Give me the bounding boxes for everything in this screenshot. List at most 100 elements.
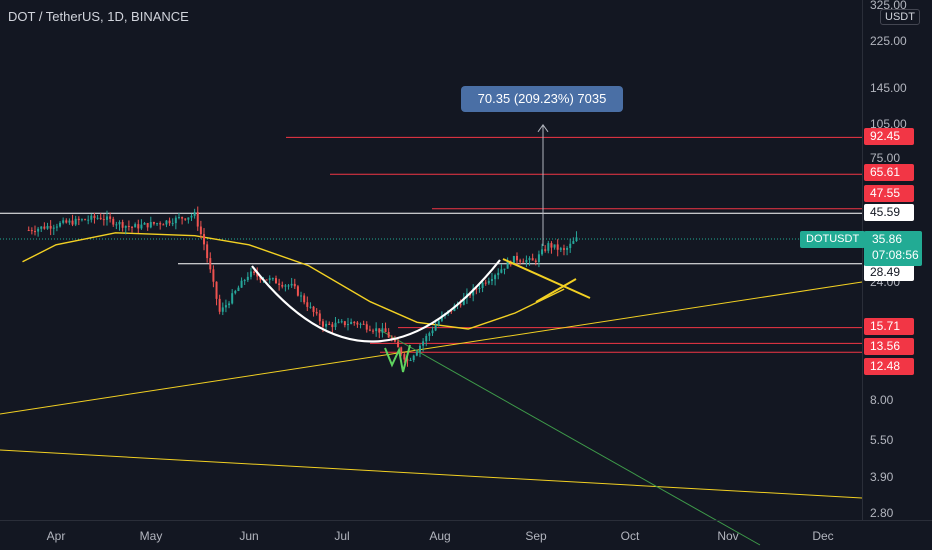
candle-body [359, 323, 362, 325]
level-tag-15: 15.71 [864, 318, 914, 335]
candle-body [221, 307, 224, 312]
candle-body [146, 223, 149, 228]
candle-body [321, 321, 324, 327]
candle-body [487, 280, 490, 284]
candle-body [74, 218, 77, 225]
candle-body [218, 298, 221, 312]
candle-body [37, 228, 40, 232]
candle-body [412, 355, 415, 361]
candle-body [537, 254, 540, 263]
candle-body [378, 328, 381, 333]
candle-body [209, 258, 212, 270]
candle-body [224, 305, 227, 308]
candle-body [246, 276, 249, 281]
candle-body [159, 223, 162, 225]
candle-body [143, 223, 146, 225]
candle-body [105, 216, 108, 220]
candle-body [284, 285, 287, 287]
price-tick: 145.00 [870, 81, 907, 95]
candle-body [362, 323, 365, 325]
candle-body [497, 272, 500, 276]
w-bottom-marker [384, 344, 411, 373]
candle-body [152, 222, 155, 224]
candle-body [494, 275, 497, 280]
candle-body [318, 313, 321, 322]
candle-body [400, 347, 403, 355]
price-tick: 225.00 [870, 34, 907, 48]
candle-body [293, 283, 296, 287]
candle-body [531, 258, 534, 261]
candle-body [475, 288, 478, 290]
candle-body [80, 219, 83, 221]
candle-body [422, 341, 425, 346]
candle-body [231, 293, 234, 304]
time-label: Oct [620, 529, 640, 543]
rising-support-trendline [0, 281, 863, 415]
candle-body [234, 290, 237, 294]
candle-body [381, 328, 384, 333]
candle-body [437, 320, 440, 326]
candle-body [387, 332, 390, 338]
candle-body [193, 212, 196, 216]
candle-body [559, 248, 562, 250]
candle-body [259, 276, 262, 280]
candle-body [99, 217, 102, 220]
moving-average-line [22, 232, 565, 330]
level-tag-65: 65.61 [864, 164, 914, 181]
candle-body [84, 219, 87, 221]
time-label: Jun [239, 529, 259, 543]
candle-body [168, 220, 171, 224]
candle-body [562, 248, 565, 250]
candle-body [275, 278, 277, 284]
price-axis-separator [862, 0, 863, 520]
price-tick: 105.00 [870, 117, 907, 131]
bar-countdown: 07:08:56 [872, 248, 919, 262]
candle-body [268, 278, 271, 280]
candle-body [325, 323, 328, 327]
candle-body [556, 244, 559, 250]
candle-body [196, 212, 199, 227]
candle-body [243, 280, 246, 282]
time-label: Apr [46, 529, 66, 543]
candle-body [528, 258, 531, 260]
candle-body [190, 215, 193, 218]
candle-body [62, 220, 65, 223]
candle-body [296, 286, 299, 296]
level-tag-12: 12.48 [864, 358, 914, 375]
candle-body [171, 223, 174, 225]
candle-body [312, 306, 315, 312]
candle-body [71, 220, 74, 225]
candle-body [90, 215, 93, 220]
handle-trendline-upper [502, 258, 591, 299]
candle-body [516, 255, 519, 261]
candle-body [512, 255, 515, 265]
candle-body [55, 226, 58, 228]
candle-body [109, 216, 112, 219]
candle-body [149, 222, 152, 228]
candle-body [462, 297, 465, 305]
candle-body [43, 226, 46, 229]
current-price-tag: 35.86 07:08:56 [864, 231, 922, 266]
candle-body [174, 217, 177, 224]
candle-body [46, 225, 49, 229]
candle-body [544, 249, 547, 251]
candle-body [68, 220, 71, 223]
candle-body [102, 219, 105, 221]
candle-body [237, 287, 240, 291]
candle-body [137, 224, 140, 229]
candle-body [300, 295, 303, 297]
candle-body [372, 330, 375, 332]
candle-body [253, 271, 256, 273]
price-tick: 8.00 [870, 393, 894, 407]
candle-body [156, 223, 159, 225]
candle-body [434, 325, 437, 331]
candle-body [93, 215, 96, 219]
candle-body [425, 335, 428, 342]
price-tick: 3.90 [870, 470, 894, 484]
candle-body [177, 217, 180, 219]
currency-selector[interactable]: USDT [880, 9, 920, 25]
candle-body [87, 219, 90, 221]
candle-body [384, 328, 387, 333]
handle-trendline-lower [535, 278, 577, 303]
